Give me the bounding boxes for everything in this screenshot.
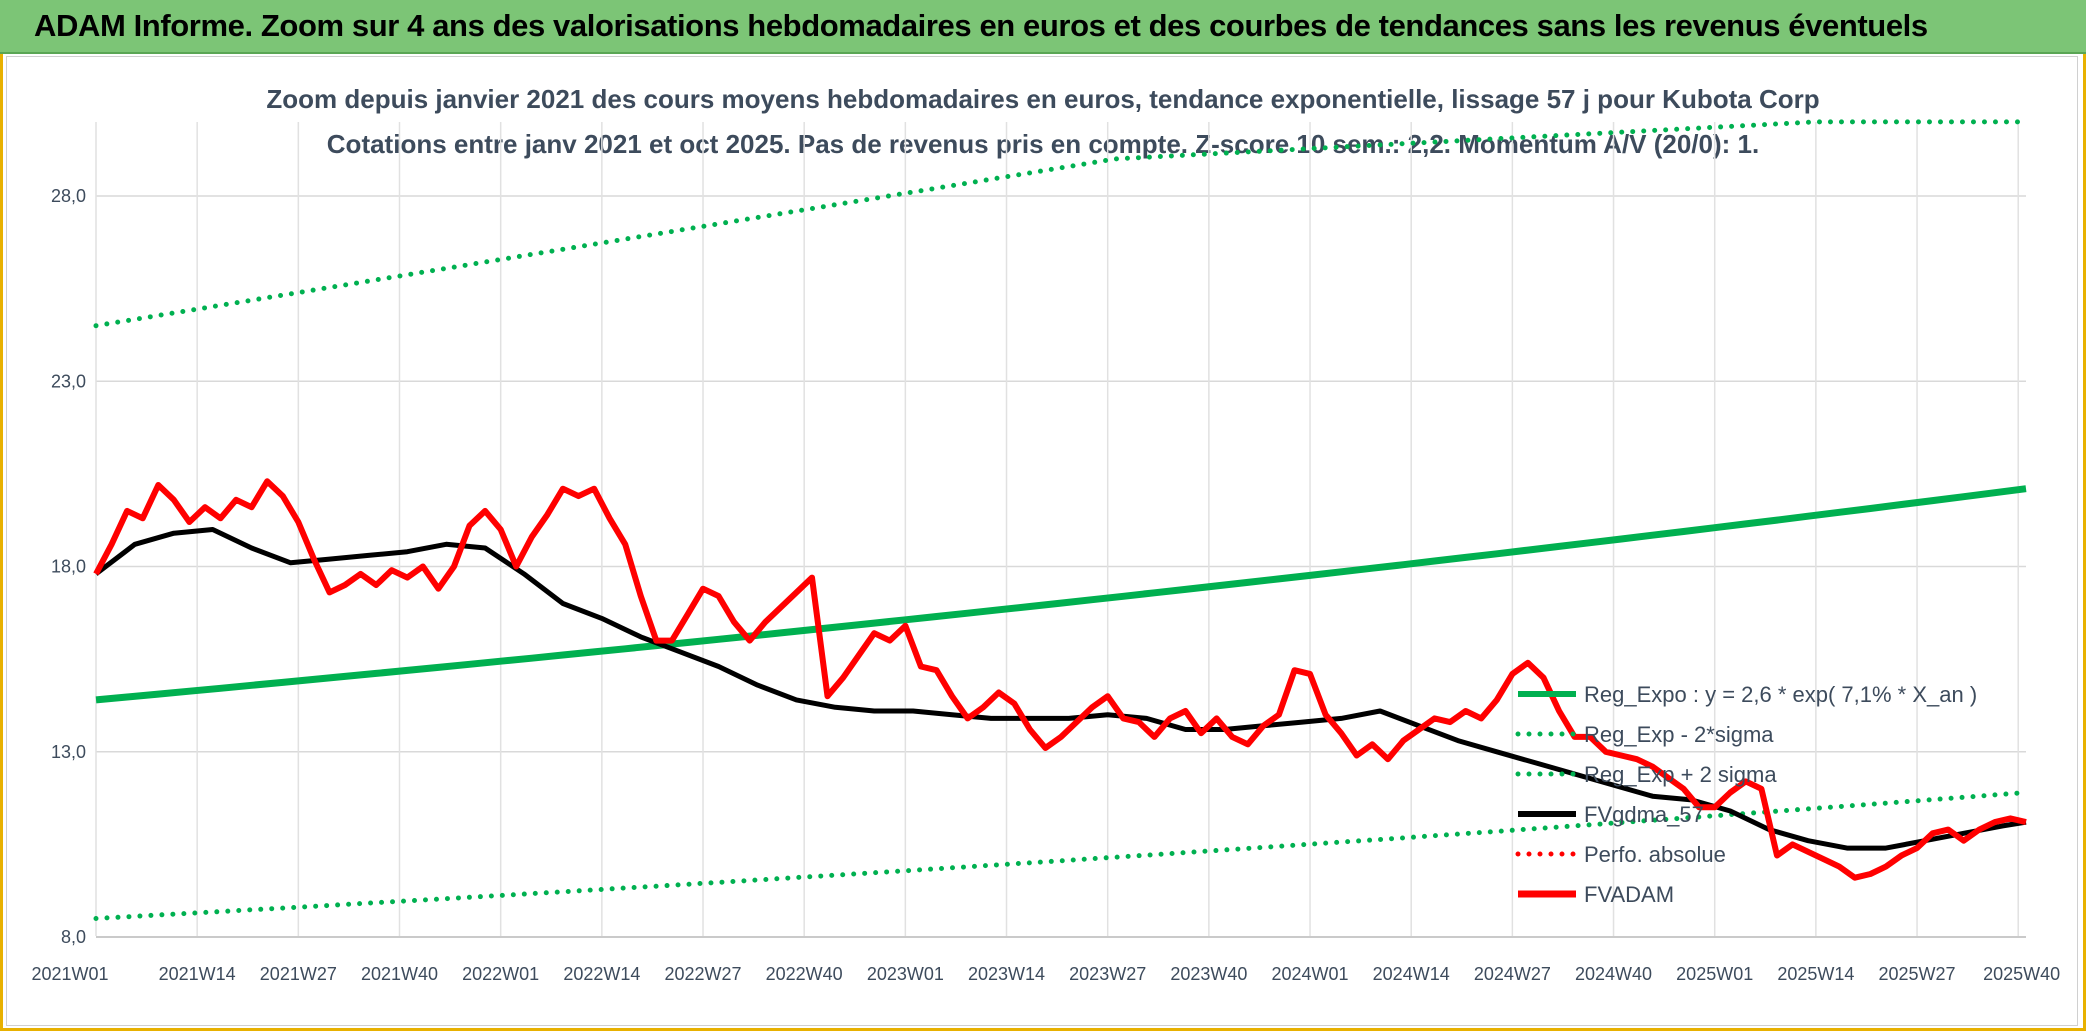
- x-tick-label: 2021W40: [361, 964, 438, 984]
- x-tick-label: 2025W01: [1676, 964, 1753, 984]
- series-line-regexpo-0: [95, 485, 2027, 704]
- x-tick-label: 2023W14: [968, 964, 1045, 984]
- legend: Reg_Expo : y = 2,6 * exp( 7,1% * X_an ) R…: [1515, 682, 1977, 907]
- x-tick-label: 2024W14: [1373, 964, 1450, 984]
- chart-title-line-1: Zoom depuis janvier 2021 des cours moyen…: [266, 84, 1819, 114]
- x-tick-label: 2024W40: [1575, 964, 1652, 984]
- y-tick-label: 13,0: [51, 742, 86, 762]
- x-tick-label: 2022W01: [462, 964, 539, 984]
- x-tick-label: 2023W40: [1170, 964, 1247, 984]
- legend-label: Reg_Exp - 2*sigma: [1584, 722, 1774, 747]
- chart-frame: [6, 56, 2078, 1026]
- series-line-regexp-2: [93, 119, 2029, 329]
- series-line-regexp-1: [93, 790, 2029, 921]
- chart-title-line-2: Cotations entre janv 2021 et oct 2025. P…: [327, 129, 1759, 159]
- x-tick-label: 2021W14: [159, 964, 236, 984]
- legend-label: FVADAM: [1584, 882, 1674, 907]
- x-tick-label: 2022W27: [664, 964, 741, 984]
- x-tick-label: 2024W01: [1272, 964, 1349, 984]
- axes: 8,0 13,0 18,0 23,0 28,0 2021W01 2021W14 2021W27…: [31, 186, 2060, 984]
- x-tick-label: 2025W14: [1777, 964, 1854, 984]
- legend-label: Reg_Exp + 2 sigma: [1584, 762, 1777, 787]
- series-group: [93, 119, 2029, 921]
- x-tick-label: 2024W27: [1474, 964, 1551, 984]
- y-tick-label: 18,0: [51, 557, 86, 577]
- legend-label: FVgdma_57: [1584, 802, 1704, 827]
- x-tick-label: 2021W01: [31, 964, 108, 984]
- x-tick-label: 2023W27: [1069, 964, 1146, 984]
- report-banner: ADAM Informe. Zoom sur 4 ans des valoris…: [0, 0, 2086, 54]
- y-tick-label: 8,0: [61, 927, 86, 947]
- legend-label: Reg_Expo : y = 2,6 * exp( 7,1% * X_an ): [1584, 682, 1977, 707]
- legend-label: Perfo. absolue: [1584, 842, 1726, 867]
- report-title: ADAM Informe. Zoom sur 4 ans des valoris…: [34, 8, 1928, 43]
- y-tick-label: 23,0: [51, 371, 86, 391]
- series-line-fvadam-5: [93, 478, 2027, 881]
- x-tick-label: 2025W27: [1879, 964, 1956, 984]
- x-tick-label: 2021W27: [260, 964, 337, 984]
- x-tick-label: 2025W40: [1983, 964, 2060, 984]
- x-tick-label: 2022W40: [766, 964, 843, 984]
- x-tick-label: 2023W01: [867, 964, 944, 984]
- y-tick-label: 28,0: [51, 186, 86, 206]
- x-tick-label: 2022W14: [563, 964, 640, 984]
- grid: [95, 122, 2026, 938]
